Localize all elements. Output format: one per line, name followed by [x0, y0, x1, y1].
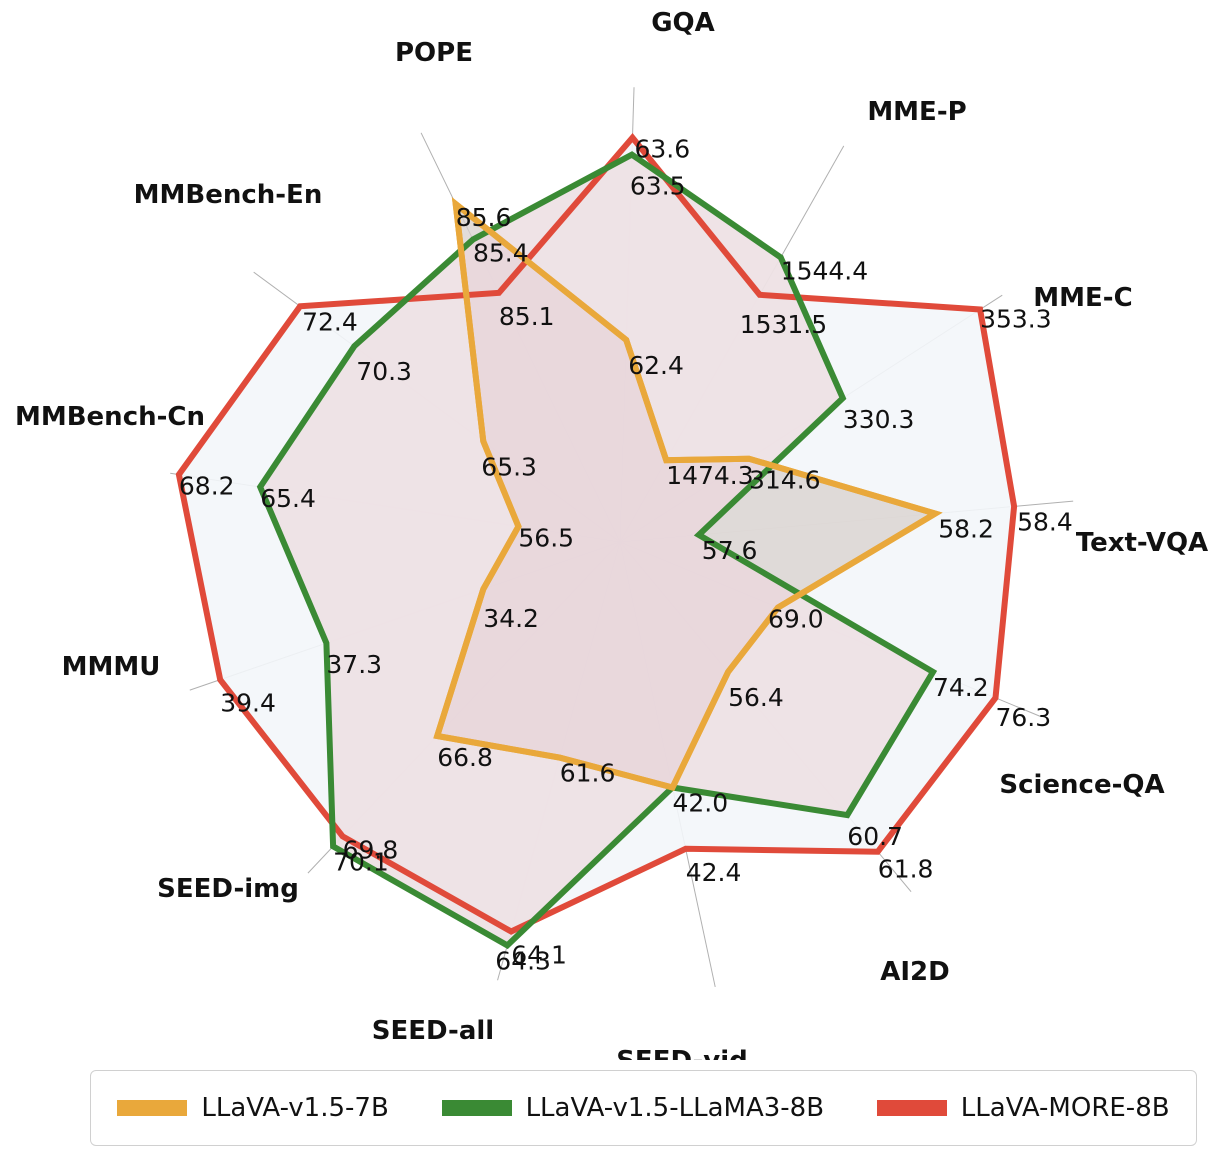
- value-label: 66.8: [437, 743, 493, 772]
- radar-chart: Text-VQA MME-C MME-P GQA POPE MMBench-En MMBen…: [15, 8, 1208, 1060]
- series-line-top: [433, 197, 943, 792]
- value-label: 76.3: [996, 703, 1052, 732]
- value-label: 70.3: [356, 357, 412, 386]
- value-label: 1474.3: [666, 461, 753, 490]
- value-label: 56.4: [728, 683, 784, 712]
- value-label: 64.3: [495, 946, 551, 975]
- value-label: 57.6: [702, 536, 758, 565]
- legend-item-llava-v1-5-7b: LLaVA-v1.5-7B: [117, 1093, 389, 1123]
- value-label: 62.4: [628, 351, 684, 380]
- legend-swatch: [876, 1100, 947, 1116]
- value-label: 63.5: [630, 172, 686, 201]
- value-label: 34.2: [483, 604, 539, 633]
- value-label: 42.4: [686, 858, 742, 887]
- value-label: 65.3: [481, 452, 537, 481]
- value-label: 85.4: [473, 239, 529, 268]
- legend-label: LLaVA-MORE-8B: [960, 1093, 1170, 1123]
- value-label: 85.1: [499, 302, 555, 331]
- legend-item-llava-v1-5-llama3-8b: LLaVA-v1.5-LLaMA3-8B: [441, 1093, 825, 1123]
- value-label: 60.7: [847, 822, 903, 851]
- axis-label-mmmu: MMMU: [62, 652, 161, 682]
- value-label: 63.6: [635, 135, 691, 164]
- value-label: 39.4: [220, 689, 276, 718]
- value-label: 56.5: [518, 524, 574, 553]
- legend: LLaVA-v1.5-7B LLaVA-v1.5-LLaMA3-8B LLaVA…: [90, 1070, 1197, 1146]
- value-label: 64.1: [511, 941, 567, 970]
- axis-label-science-qa: Science-QA: [999, 770, 1164, 800]
- value-label: 314.6: [749, 466, 821, 495]
- line-layer: [175, 133, 1018, 950]
- axis-label-layer: Text-VQA MME-C MME-P GQA POPE MMBench-En MMBen…: [15, 8, 1208, 1060]
- value-label: 70.1: [333, 847, 389, 876]
- value-label: 69.8: [343, 835, 399, 864]
- fill-layer: [178, 137, 1015, 946]
- value-label: 74.2: [933, 673, 989, 702]
- value-label: 69.0: [768, 605, 824, 634]
- axis-label-mmbench-en: MMBench-En: [134, 180, 323, 210]
- axis-label-mme-c: MME-C: [1033, 283, 1132, 313]
- value-label: 58.4: [1017, 507, 1073, 536]
- axis-label-mmbench-cn: MMBench-Cn: [15, 402, 205, 432]
- value-label: 1531.5: [740, 310, 827, 339]
- value-label: 58.2: [938, 515, 994, 544]
- axis-label-seed-all: SEED-all: [372, 1016, 494, 1046]
- axis-label-gqa: GQA: [651, 8, 715, 38]
- axis-label-ai2d: AI2D: [880, 957, 949, 987]
- legend-item-llava-more-8b: LLaVA-MORE-8B: [876, 1093, 1170, 1123]
- series-overlap-area: [260, 154, 933, 946]
- value-label: 42.0: [673, 789, 729, 818]
- value-label: 330.3: [843, 405, 915, 434]
- value-label: 353.3: [980, 305, 1052, 334]
- axis-label-text-vqa: Text-VQA: [1076, 528, 1208, 558]
- value-label: 85.6: [456, 203, 512, 232]
- legend-label: LLaVA-v1.5-7B: [201, 1093, 389, 1123]
- axis-label-mme-p: MME-P: [867, 97, 966, 127]
- value-label: 65.4: [260, 484, 316, 513]
- series-line-llava-more-8b: [175, 133, 1018, 935]
- axis-label-pope: POPE: [395, 38, 473, 68]
- legend-swatch: [117, 1100, 188, 1116]
- axis-label-seed-vid: SEED-vid: [616, 1046, 748, 1060]
- value-label: 72.4: [302, 307, 358, 336]
- legend-label: LLaVA-v1.5-LLaMA3-8B: [525, 1093, 825, 1123]
- axis-label-seed-img: SEED-img: [157, 874, 299, 904]
- series-line-llava-v1-5-llama3-8b: [256, 151, 938, 950]
- value-label: 37.3: [326, 650, 382, 679]
- value-label: 61.6: [560, 759, 616, 788]
- value-label: 68.2: [179, 472, 235, 501]
- value-label: 61.8: [878, 855, 934, 884]
- legend-swatch: [441, 1100, 512, 1116]
- value-label: 1544.4: [781, 256, 868, 285]
